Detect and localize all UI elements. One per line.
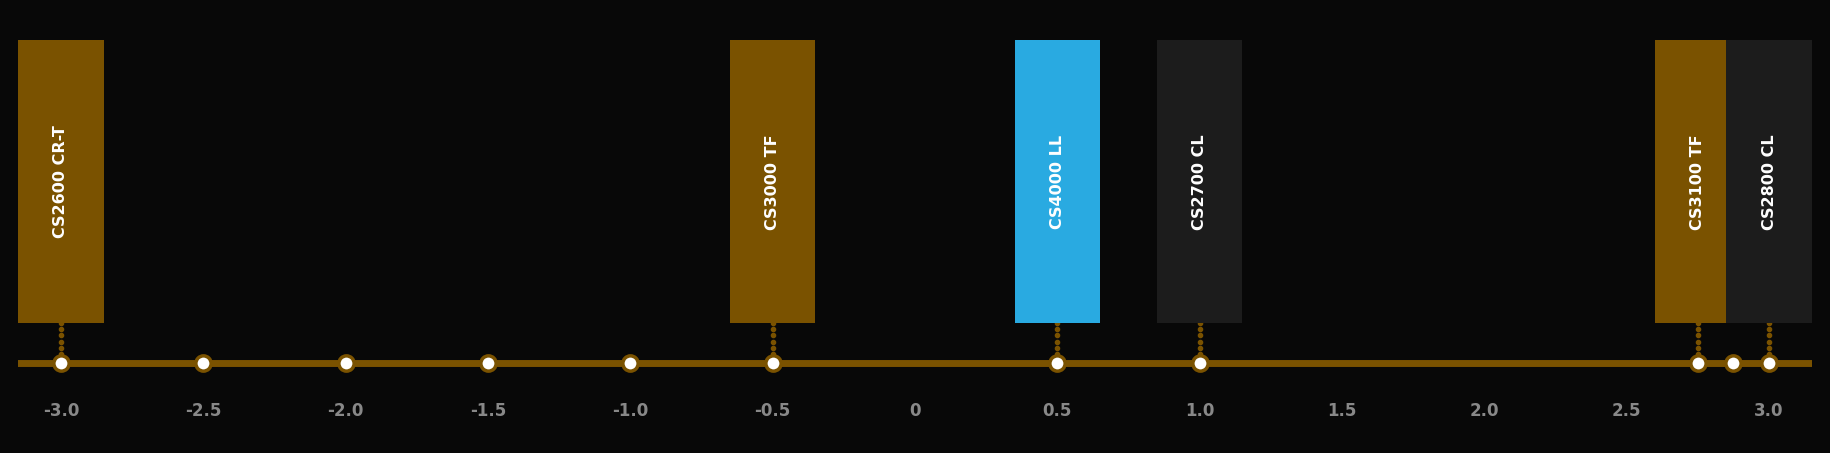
Bar <box>18 40 104 323</box>
Bar <box>1654 40 1740 323</box>
Text: -0.5: -0.5 <box>754 402 791 420</box>
Bar <box>1726 40 1812 323</box>
Text: 0: 0 <box>910 402 920 420</box>
Text: CS3000 TF: CS3000 TF <box>765 134 780 230</box>
Bar <box>1157 40 1243 323</box>
Text: 2.5: 2.5 <box>1612 402 1642 420</box>
Text: -3.0: -3.0 <box>42 402 79 420</box>
Text: 1.5: 1.5 <box>1327 402 1356 420</box>
Bar <box>1014 40 1100 323</box>
Text: -2.0: -2.0 <box>328 402 364 420</box>
Text: -1.5: -1.5 <box>470 402 507 420</box>
Bar <box>730 40 816 323</box>
Text: 1.0: 1.0 <box>1186 402 1215 420</box>
Text: CS2800 CL: CS2800 CL <box>1762 134 1777 230</box>
Text: CS2700 CL: CS2700 CL <box>1191 134 1208 230</box>
Text: CS3100 TF: CS3100 TF <box>1691 134 1706 230</box>
Text: 2.0: 2.0 <box>1469 402 1499 420</box>
Text: -1.0: -1.0 <box>613 402 648 420</box>
Text: 0.5: 0.5 <box>1043 402 1072 420</box>
Text: 3.0: 3.0 <box>1755 402 1784 420</box>
Text: CS4000 LL: CS4000 LL <box>1050 135 1065 229</box>
Text: CS2600 CR-T: CS2600 CR-T <box>53 125 68 238</box>
Text: -2.5: -2.5 <box>185 402 221 420</box>
